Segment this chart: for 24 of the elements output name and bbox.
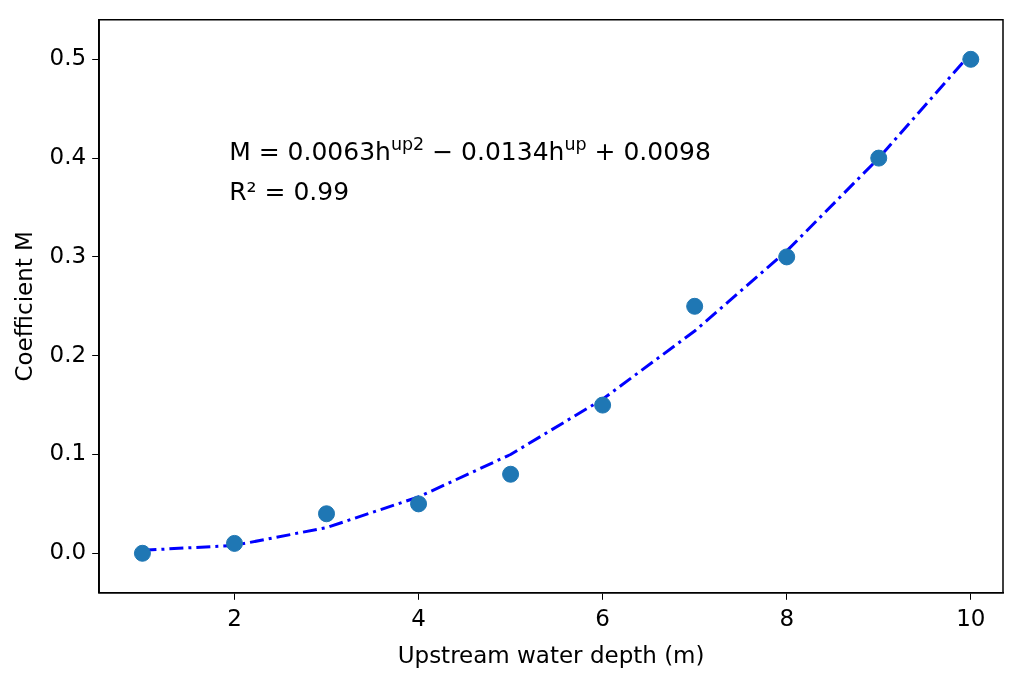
point [133,544,151,562]
x-tick-label: 2 [227,604,242,631]
point [502,465,520,483]
point [410,495,428,513]
y-tick-label: 0.0 [49,538,87,565]
y-tick-label: 0.5 [49,44,87,71]
x-axis-title: Upstream water depth (m) [397,642,705,669]
point [962,50,980,68]
y-tick-label: 0.1 [49,439,87,466]
x-tick-label: 6 [595,604,610,631]
x-tick-label: 4 [411,604,426,631]
point [594,396,612,414]
y-axis-title: Coefficient M [10,231,37,382]
point [686,297,704,315]
y-tick-label: 0.4 [49,143,87,170]
point [778,248,796,266]
y-tick-label: 0.2 [49,340,87,367]
point [318,505,336,523]
point [225,534,243,552]
annotation: R² = 0.99 [229,176,350,206]
point [870,149,888,167]
y-tick-label: 0.3 [49,241,87,268]
x-tick-label: 8 [779,604,795,631]
x-tick-label: 10 [956,604,986,631]
